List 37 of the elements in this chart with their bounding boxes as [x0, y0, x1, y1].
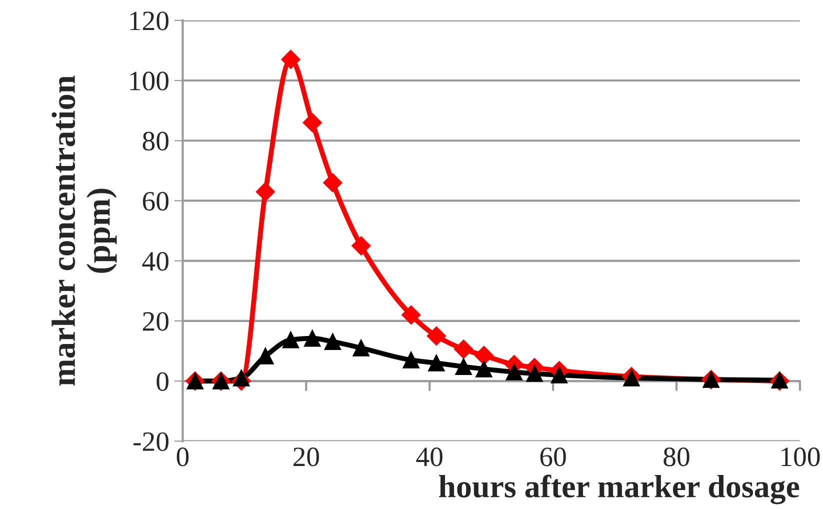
point [426, 326, 446, 346]
x-tick-label: 20 [293, 448, 319, 466]
point [352, 236, 371, 256]
y-tick-label: 120 [130, 12, 168, 30]
y-tick-label: 80 [142, 132, 168, 151]
point [428, 354, 445, 372]
point [233, 370, 250, 386]
point [526, 365, 543, 382]
point [476, 360, 492, 378]
x-tick-label: 100 [782, 448, 820, 466]
y-tick-label: 20 [142, 312, 168, 331]
x-tick-label: 0 [176, 448, 189, 466]
y-tick-label: 0 [156, 372, 168, 391]
y-tick-label: 100 [130, 72, 168, 90]
x-axis-title: hours after marker dosage [439, 474, 800, 504]
point [506, 364, 523, 380]
point [302, 113, 322, 132]
point [550, 366, 568, 384]
point [402, 352, 420, 368]
point [304, 330, 321, 347]
point [474, 346, 494, 366]
point [256, 182, 275, 202]
y-tick-label: -20 [134, 432, 168, 452]
x-tick-label: 80 [664, 448, 690, 466]
point [455, 358, 472, 375]
point [402, 305, 421, 324]
y-tick-label: 60 [142, 192, 168, 211]
y-tick-label: 40 [142, 252, 168, 271]
point [282, 332, 300, 348]
point [352, 340, 370, 356]
point [323, 173, 342, 192]
point [281, 50, 300, 70]
x-tick-label: 60 [540, 448, 566, 466]
point [324, 333, 342, 350]
point [454, 340, 474, 359]
x-tick-label: 40 [416, 448, 442, 466]
y-axis-title: marker concentration (ppm) [52, 76, 117, 386]
